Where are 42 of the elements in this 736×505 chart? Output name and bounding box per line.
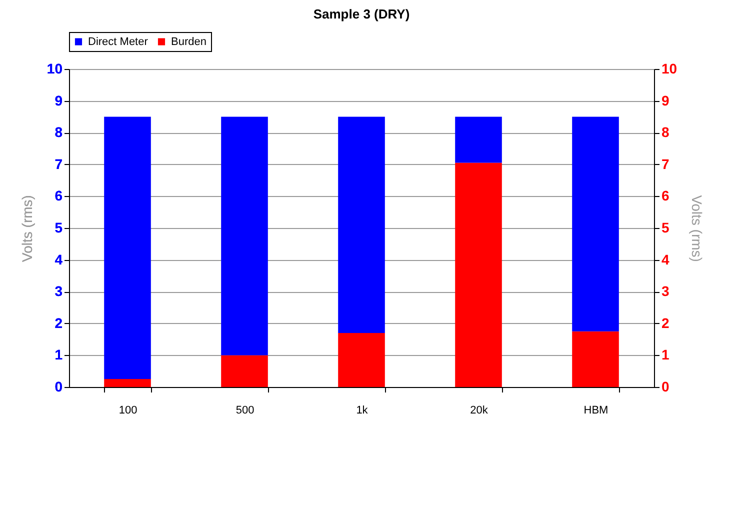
bar [221,116,268,356]
y-tick-label: 3 [54,283,63,300]
x-tick-label: 20k [470,404,488,416]
y-axis-title: Volts (rms) [18,195,35,262]
bar [338,116,385,333]
legend-label: Direct Meter [88,36,148,48]
bar [104,116,151,380]
bar [572,116,619,332]
y-tick-label: 5 [54,220,63,236]
y-tick-label: 8 [54,124,63,140]
y-tick-label: 6 [54,188,63,204]
y2-tick-label: 10 [662,60,678,76]
y2-tick-label: 6 [662,188,670,204]
x-tick-label: 1k [356,404,368,416]
bar [572,331,619,387]
y2-axis-title: Volts (rms) [689,195,706,262]
y-tick-label: 1 [54,346,63,363]
y2-tick-label: 0 [662,378,670,394]
y-tick-label: 0 [54,378,63,394]
chart-title: Sample 3 (DRY) [313,6,410,22]
y-tick-label: 2 [54,314,63,331]
y2-tick-label: 2 [662,314,670,331]
y2-tick-label: 5 [662,220,670,236]
y2-tick-label: 4 [662,251,670,268]
y2-tick-label: 1 [662,346,670,363]
y-tick-label: 9 [54,92,63,108]
y2-tick-label: 8 [662,124,670,140]
y2-tick-label: 7 [662,156,670,172]
bar [104,379,151,387]
y-tick-label: 7 [54,156,63,172]
x-tick-label: 100 [118,404,138,416]
bar [338,332,385,387]
bar [221,355,268,387]
legend-label: Burden [171,36,206,48]
x-tick-label: 500 [236,404,254,416]
y2-tick-label: 3 [662,283,670,300]
y-tick-label: 10 [46,60,63,76]
bar [455,116,502,163]
bar [455,162,502,387]
x-tick-label: HBM [584,404,608,416]
y2-tick-label: 9 [662,92,670,108]
y-tick-label: 4 [54,251,63,268]
